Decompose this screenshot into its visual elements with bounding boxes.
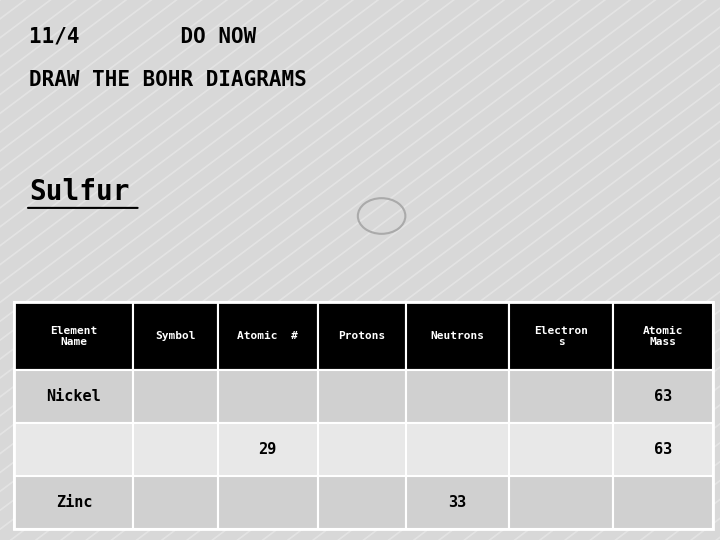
FancyBboxPatch shape	[510, 423, 613, 476]
Text: Zinc: Zinc	[55, 495, 92, 510]
Text: Atomic
Mass: Atomic Mass	[643, 326, 683, 347]
FancyBboxPatch shape	[318, 423, 406, 476]
FancyBboxPatch shape	[613, 476, 713, 529]
FancyBboxPatch shape	[14, 423, 133, 476]
FancyBboxPatch shape	[217, 423, 318, 476]
Text: 63: 63	[654, 389, 672, 404]
FancyBboxPatch shape	[613, 370, 713, 423]
Text: Sulfur: Sulfur	[29, 178, 130, 206]
FancyBboxPatch shape	[133, 302, 217, 370]
Text: Atomic  #: Atomic #	[238, 332, 298, 341]
FancyBboxPatch shape	[318, 302, 406, 370]
FancyBboxPatch shape	[510, 476, 613, 529]
Text: DRAW THE BOHR DIAGRAMS: DRAW THE BOHR DIAGRAMS	[29, 70, 307, 90]
Text: 33: 33	[449, 495, 467, 510]
Text: Neutrons: Neutrons	[431, 332, 485, 341]
FancyBboxPatch shape	[217, 476, 318, 529]
FancyBboxPatch shape	[318, 370, 406, 423]
FancyBboxPatch shape	[133, 476, 217, 529]
FancyBboxPatch shape	[613, 423, 713, 476]
Text: Nickel: Nickel	[47, 389, 102, 404]
FancyBboxPatch shape	[613, 302, 713, 370]
FancyBboxPatch shape	[217, 370, 318, 423]
Text: 11/4        DO NOW: 11/4 DO NOW	[29, 27, 256, 47]
FancyBboxPatch shape	[133, 423, 217, 476]
FancyBboxPatch shape	[510, 370, 613, 423]
FancyBboxPatch shape	[14, 370, 133, 423]
FancyBboxPatch shape	[14, 302, 133, 370]
Text: 29: 29	[258, 442, 276, 457]
Text: Protons: Protons	[338, 332, 385, 341]
FancyBboxPatch shape	[318, 476, 406, 529]
FancyBboxPatch shape	[406, 423, 510, 476]
Text: Electron
s: Electron s	[534, 326, 588, 347]
FancyBboxPatch shape	[133, 370, 217, 423]
FancyBboxPatch shape	[406, 302, 510, 370]
Text: Element
Name: Element Name	[50, 326, 97, 347]
FancyBboxPatch shape	[510, 302, 613, 370]
FancyBboxPatch shape	[14, 476, 133, 529]
FancyBboxPatch shape	[406, 370, 510, 423]
FancyBboxPatch shape	[217, 302, 318, 370]
Text: Symbol: Symbol	[156, 332, 196, 341]
FancyBboxPatch shape	[406, 476, 510, 529]
Text: 63: 63	[654, 442, 672, 457]
